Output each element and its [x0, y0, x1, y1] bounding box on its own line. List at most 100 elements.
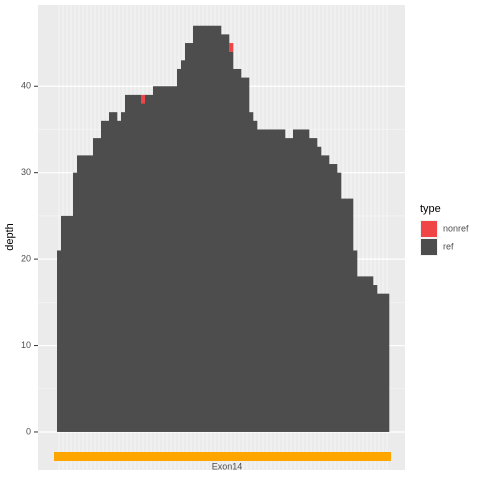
y-axis-label: depth — [4, 223, 16, 251]
bar-segment — [213, 25, 218, 432]
bar-segment — [229, 51, 234, 432]
bar-segment — [157, 86, 162, 432]
bars — [57, 25, 390, 432]
bar-segment — [341, 198, 346, 432]
bar-segment — [237, 68, 242, 432]
bar-segment — [297, 129, 302, 432]
bar-segment — [249, 112, 254, 432]
bar-segment — [177, 68, 182, 432]
legend-title: type — [420, 203, 441, 215]
bar-segment — [281, 129, 286, 432]
bar-segment — [245, 77, 250, 432]
bar-segment — [209, 25, 214, 432]
bar-segment — [309, 138, 314, 432]
bar-segment — [77, 155, 82, 432]
bar-segment — [325, 155, 330, 432]
bar-segment — [173, 86, 178, 432]
bar-segment — [273, 129, 278, 432]
bar-segment — [109, 112, 114, 432]
legend-key — [421, 221, 437, 237]
bar-segment — [217, 25, 222, 432]
bar-segment — [85, 155, 90, 432]
bar-segment — [357, 276, 362, 432]
y-tick-label: 10 — [21, 340, 31, 350]
y-tick-label: 0 — [26, 426, 31, 436]
bar-segment — [181, 60, 186, 432]
bar-segment — [141, 103, 146, 432]
bar-segment — [241, 77, 246, 432]
y-tick-label: 40 — [21, 81, 31, 91]
bar-segment — [161, 86, 166, 432]
bar-segment — [293, 129, 298, 432]
bar-segment — [125, 94, 130, 432]
bar-segment — [261, 129, 266, 432]
y-tick-label: 30 — [21, 167, 31, 177]
bar-segment — [165, 86, 170, 432]
bar-segment — [329, 164, 334, 432]
bar-segment — [265, 129, 270, 432]
bar-segment — [205, 25, 210, 432]
bar-segment — [97, 138, 102, 432]
bar-segment — [65, 215, 70, 432]
bar-segment — [197, 25, 202, 432]
bar-segment — [353, 250, 358, 432]
bar-segment — [61, 215, 66, 432]
bar-segment — [193, 25, 198, 432]
bar-segment — [333, 164, 338, 432]
bar-segment — [121, 112, 126, 432]
legend-label: ref — [443, 241, 454, 251]
bar-segment — [185, 43, 190, 432]
bar-segment — [141, 94, 146, 104]
bar-segment — [101, 120, 106, 432]
bar-segment — [285, 138, 290, 432]
bar-segment — [221, 34, 226, 432]
bar-segment — [89, 155, 94, 432]
y-tick-label: 20 — [21, 253, 31, 263]
bar-segment — [317, 146, 322, 432]
bar-segment — [289, 138, 294, 432]
bar-segment — [229, 43, 234, 52]
bar-segment — [233, 68, 238, 432]
bar-segment — [385, 293, 390, 432]
bar-segment — [189, 43, 194, 432]
bar-segment — [381, 293, 386, 432]
bar-segment — [257, 129, 262, 432]
legend: nonref ref — [420, 220, 469, 256]
bar-segment — [377, 293, 382, 432]
bar-segment — [137, 94, 142, 432]
bar-segment — [225, 34, 230, 432]
bar-segment — [373, 285, 378, 432]
bar-segment — [269, 129, 274, 432]
bar-segment — [149, 94, 154, 432]
bar-segment — [369, 276, 374, 432]
exon-label: Exon14 — [212, 461, 243, 471]
bar-segment — [365, 276, 370, 432]
bar-segment — [93, 138, 98, 432]
bar-segment — [81, 155, 86, 432]
bar-segment — [73, 172, 78, 432]
bar-segment — [321, 155, 326, 432]
bar-segment — [69, 215, 74, 432]
bar-segment — [305, 129, 310, 432]
bar-segment — [105, 120, 110, 432]
bar-segment — [145, 94, 150, 432]
bar-segment — [313, 138, 318, 432]
legend-key — [421, 239, 437, 255]
bar-segment — [153, 86, 158, 432]
bar-segment — [301, 129, 306, 432]
bar-segment — [349, 198, 354, 432]
bar-segment — [201, 25, 206, 432]
bar-segment — [361, 276, 366, 432]
bar-segment — [345, 198, 350, 432]
legend-label: nonref — [443, 223, 469, 233]
bar-segment — [113, 112, 118, 432]
bar-segment — [57, 250, 62, 432]
bar-segment — [133, 94, 138, 432]
bar-segment — [169, 86, 174, 432]
bar-segment — [337, 172, 342, 432]
bar-segment — [129, 94, 134, 432]
exon-bar — [54, 452, 391, 461]
bar-segment — [277, 129, 282, 432]
